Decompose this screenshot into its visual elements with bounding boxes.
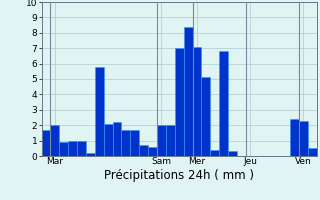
Bar bbox=[59, 142, 68, 156]
Bar bbox=[290, 119, 299, 156]
Bar bbox=[166, 125, 175, 156]
Bar bbox=[184, 27, 193, 156]
Bar bbox=[175, 48, 184, 156]
Bar bbox=[219, 51, 228, 156]
Bar bbox=[77, 141, 86, 156]
Bar bbox=[68, 141, 77, 156]
Bar bbox=[113, 122, 122, 156]
Bar bbox=[201, 77, 210, 156]
Bar bbox=[86, 153, 95, 156]
Bar bbox=[193, 47, 201, 156]
Bar bbox=[139, 145, 148, 156]
Bar bbox=[42, 130, 51, 156]
Bar bbox=[95, 67, 104, 156]
Bar bbox=[130, 130, 139, 156]
Bar bbox=[104, 124, 113, 156]
Bar bbox=[51, 125, 59, 156]
Bar bbox=[122, 130, 130, 156]
Bar bbox=[308, 148, 317, 156]
Bar bbox=[157, 125, 166, 156]
Bar bbox=[210, 150, 219, 156]
X-axis label: Précipitations 24h ( mm ): Précipitations 24h ( mm ) bbox=[104, 169, 254, 182]
Bar bbox=[228, 151, 237, 156]
Bar bbox=[299, 121, 308, 156]
Bar bbox=[148, 147, 157, 156]
